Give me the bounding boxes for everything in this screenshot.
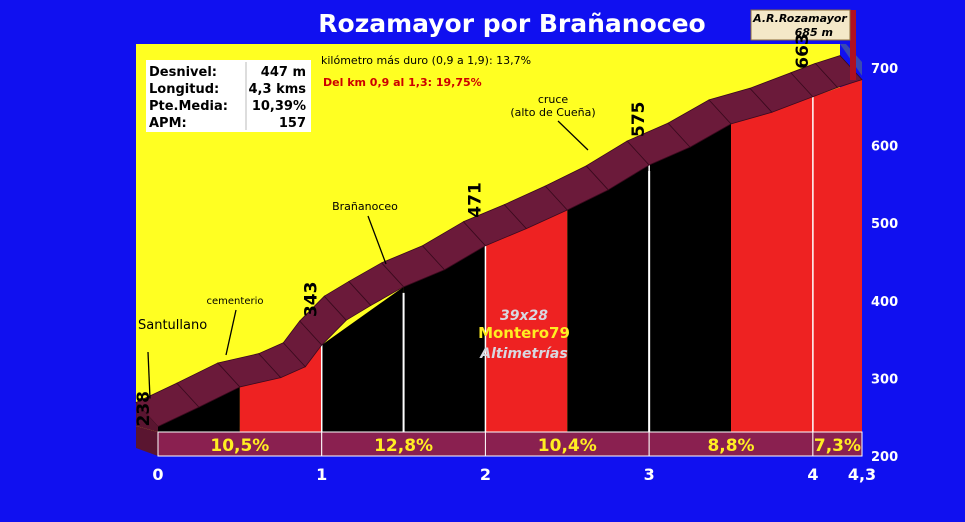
km-grade-label-0: 10,5% (210, 436, 269, 456)
x-tick-label-0: 0 (152, 465, 163, 484)
slope-bar-8 (812, 79, 862, 432)
credit-line-2: Montero79 (478, 324, 570, 342)
y-tick-label-2: 400 (871, 295, 898, 310)
km-grade-label-1: 12,8% (374, 436, 433, 456)
summit-flag-pole (850, 10, 856, 80)
summit-altitude: 685 m (795, 26, 833, 39)
km-segment-0 (157, 431, 323, 457)
note-hardest-stretch: Del km 0,9 al 1,3: 19,75% (323, 76, 482, 89)
stats-label-0: Desnivel: (149, 65, 217, 80)
stats-value-2: 10,39% (252, 99, 306, 114)
slope-bar-7 (731, 96, 813, 432)
place-label-2: Brañanoceo (332, 200, 398, 213)
km-segment-1 (321, 431, 486, 457)
place-pointer-2 (367, 215, 387, 265)
profile-ribbon (135, 55, 863, 432)
stats-value-1: 4,3 kms (249, 82, 307, 97)
y-tick-label-0: 200 (871, 450, 898, 465)
place-label-0: Santullano (138, 318, 207, 333)
place-label-3-line-1: (alto de Cueña) (510, 106, 595, 119)
place-pointer-1 (225, 309, 237, 356)
slope-bar-4 (485, 210, 568, 432)
x-tick-label-2: 2 (480, 465, 491, 484)
place-pointer-0 (147, 351, 151, 399)
x-tick-label-1: 1 (316, 465, 327, 484)
note-hardest-km: kilómetro más duro (0,9 a 1,9): 13,7% (321, 54, 531, 67)
y-tick-label-3: 500 (871, 217, 898, 232)
km-segment-2 (484, 431, 650, 457)
credit-line-1: 39x28 (500, 308, 548, 324)
x-tick-label-5: 4,3 (848, 465, 876, 484)
slope-bars (158, 79, 862, 432)
base-left-cap (136, 426, 158, 456)
stats-label-2: Pte.Media: (149, 99, 228, 114)
slope-bar-5 (567, 165, 650, 432)
km-segment-3 (648, 431, 814, 457)
stats-box (146, 60, 311, 132)
slope-bar-3 (403, 245, 486, 432)
altitude-label-4: 663 (793, 33, 813, 69)
place-label-3: cruce (538, 93, 569, 106)
altitude-label-1: 343 (302, 282, 322, 318)
ribbon-left-cap (136, 402, 158, 432)
altitude-label-2: 471 (465, 182, 485, 218)
altitude-label-3: 575 (629, 102, 649, 138)
place-label-1: cementerio (207, 296, 264, 307)
summit-box (750, 9, 851, 41)
y-tick-label-4: 600 (871, 140, 898, 155)
credit-line-3: Altimetrías (479, 346, 567, 362)
x-tick-label-3: 3 (644, 465, 655, 484)
summit-name: A.R.Rozamayor (752, 12, 847, 25)
slope-bar-6 (649, 123, 732, 432)
altitude-label-0: 238 (134, 391, 154, 427)
km-grade-label-4: 7,3% (814, 436, 861, 456)
y-tick-label-5: 700 (871, 62, 898, 77)
stats-label-1: Longitud: (149, 82, 219, 97)
km-grade-label-3: 8,8% (707, 436, 754, 456)
stats-value-3: 157 (279, 116, 306, 131)
chart-text: 10,5% 12,8% 10,4% 8,8% 7,3% Rozamayor por Bra… (134, 9, 898, 484)
km-grade-label-2: 10,4% (538, 436, 597, 456)
km-segment-4 (812, 431, 863, 457)
place-pointer-3 (557, 120, 589, 151)
stats-label-3: APM: (149, 116, 187, 131)
y-tick-label-1: 300 (871, 372, 898, 387)
slope-bar-2 (321, 286, 404, 432)
x-tick-label-4: 4 (807, 465, 818, 484)
base-band (136, 426, 863, 457)
chart-title: Rozamayor por Brañanoceo (318, 9, 705, 38)
slope-bar-0 (158, 386, 240, 432)
stats-value-0: 447 m (261, 65, 306, 80)
